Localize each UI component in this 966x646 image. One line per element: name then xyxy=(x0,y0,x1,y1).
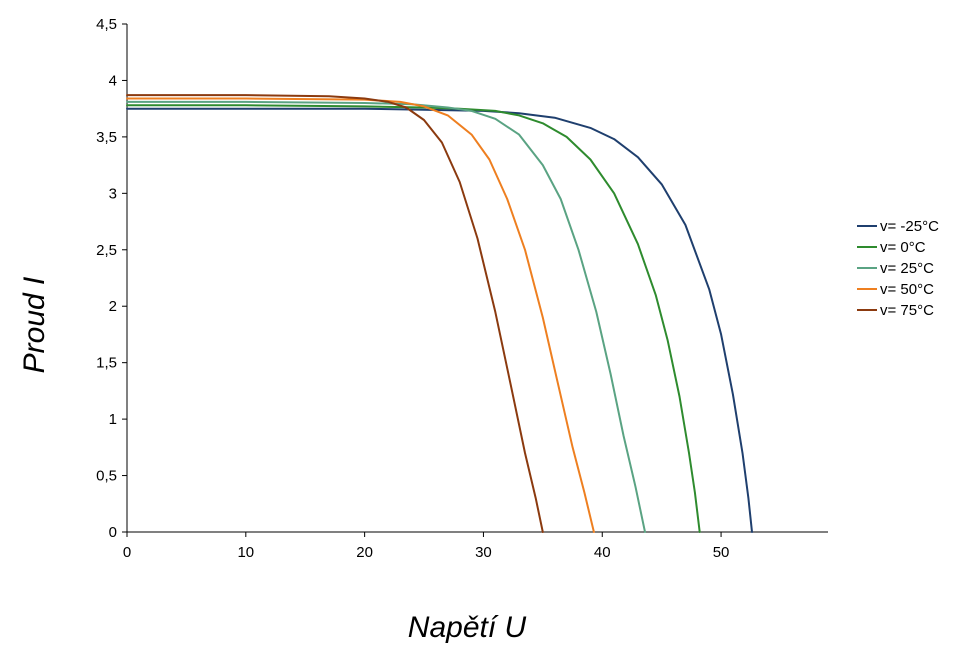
series-line-1 xyxy=(126,104,701,533)
y-tick-label: 1,5 xyxy=(96,355,117,372)
series-line-2 xyxy=(126,100,646,533)
legend-label-4: v= 75°C xyxy=(880,302,934,319)
x-tick-label: 10 xyxy=(237,544,254,561)
series-line-0 xyxy=(126,107,753,533)
x-tick-label: 0 xyxy=(123,544,131,561)
legend-label-0: v= -25°C xyxy=(880,218,939,235)
legend: v= -25°C v= 0°C v= 25°C v= 50°C v= 75°C xyxy=(857,218,939,319)
plot-background xyxy=(127,24,828,532)
legend-label-3: v= 50°C xyxy=(880,281,934,298)
y-tick-label: 4 xyxy=(109,72,117,89)
x-tick-label: 50 xyxy=(713,544,730,561)
y-tick-label: 3 xyxy=(109,185,117,202)
x-axis-title: Napětí U xyxy=(408,611,527,644)
x-axis-ticks: 0 10 20 30 40 50 xyxy=(123,532,730,561)
y-tick-label: 4,5 xyxy=(96,16,117,33)
y-axis-ticks: 0 0,5 1 1,5 2 2,5 3 3,5 4 4,5 xyxy=(96,16,127,541)
legend-label-2: v= 25°C xyxy=(880,260,934,277)
plot-area xyxy=(126,24,828,533)
x-tick-label: 40 xyxy=(594,544,611,561)
y-tick-label: 2 xyxy=(109,298,117,315)
legend-label-1: v= 0°C xyxy=(880,239,926,256)
y-tick-label: 0,5 xyxy=(96,468,117,485)
y-tick-label: 1 xyxy=(109,411,117,428)
y-tick-label: 0 xyxy=(109,524,117,541)
series-layer xyxy=(126,94,753,533)
y-tick-label: 3,5 xyxy=(96,129,117,146)
x-tick-label: 30 xyxy=(475,544,492,561)
y-axis-title: Proud I xyxy=(18,277,51,374)
x-tick-label: 20 xyxy=(356,544,373,561)
y-tick-label: 2,5 xyxy=(96,242,117,259)
series-line-4 xyxy=(126,94,544,533)
